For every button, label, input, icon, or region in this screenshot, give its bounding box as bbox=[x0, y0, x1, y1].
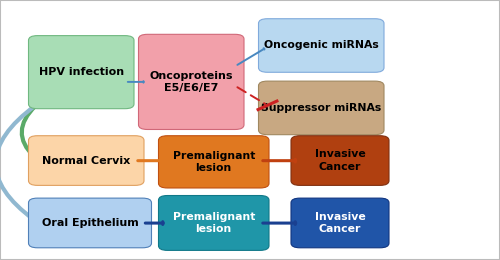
FancyBboxPatch shape bbox=[28, 198, 152, 248]
FancyBboxPatch shape bbox=[291, 198, 389, 248]
FancyBboxPatch shape bbox=[291, 136, 389, 185]
FancyBboxPatch shape bbox=[258, 19, 384, 72]
Text: Premalignant
lesion: Premalignant lesion bbox=[172, 212, 255, 234]
Text: Suppressor miRNAs: Suppressor miRNAs bbox=[261, 103, 382, 113]
Text: Oncoproteins
E5/E6/E7: Oncoproteins E5/E6/E7 bbox=[150, 71, 233, 93]
Text: HPV infection: HPV infection bbox=[38, 67, 124, 77]
Text: Oncogenic miRNAs: Oncogenic miRNAs bbox=[264, 41, 378, 50]
FancyBboxPatch shape bbox=[258, 81, 384, 135]
Text: Oral Epithelium: Oral Epithelium bbox=[42, 218, 138, 228]
FancyBboxPatch shape bbox=[158, 196, 269, 250]
FancyBboxPatch shape bbox=[28, 36, 134, 109]
Text: Invasive
Cancer: Invasive Cancer bbox=[314, 149, 366, 172]
Text: Normal Cervix: Normal Cervix bbox=[42, 155, 130, 166]
FancyBboxPatch shape bbox=[158, 136, 269, 188]
Text: Invasive
Cancer: Invasive Cancer bbox=[314, 212, 366, 234]
Text: Premalignant
lesion: Premalignant lesion bbox=[172, 151, 255, 173]
FancyBboxPatch shape bbox=[28, 136, 144, 185]
FancyBboxPatch shape bbox=[138, 34, 244, 129]
